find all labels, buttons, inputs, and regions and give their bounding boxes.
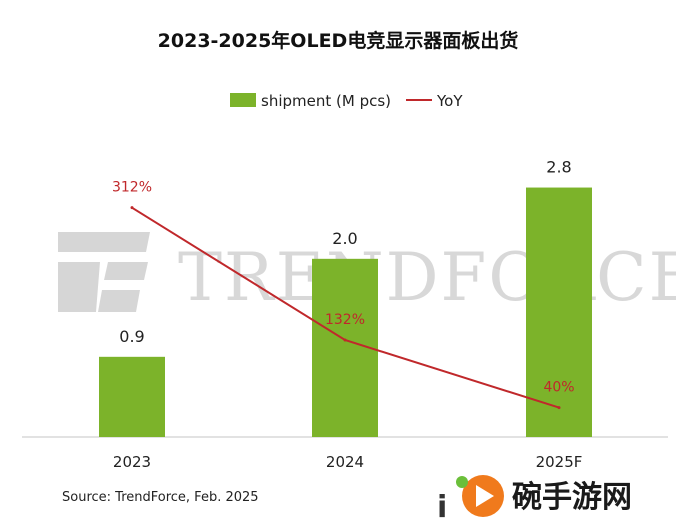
yoy-label-2025F: 40% [543, 380, 574, 396]
site-watermark: i 碗手游网 [437, 475, 632, 525]
x-tick-2025F: 2025F [536, 453, 583, 471]
trendforce-watermark-text: TRENDFORCE [178, 239, 676, 316]
source-note: Source: TrendForce, Feb. 2025 [62, 490, 259, 505]
chart-title: 2023-2025年OLED电竞显示器面板出货 [158, 29, 519, 52]
yoy-line-group [130, 206, 561, 410]
x-tick-2023: 2023 [113, 453, 151, 471]
legend-label-shipment: shipment (M pcs) [261, 92, 391, 110]
play-triangle-icon [476, 485, 494, 507]
yoy-point-2024 [343, 338, 347, 342]
leaf-icon [456, 476, 468, 488]
x-tick-labels: 2023 2024 2025F [113, 453, 583, 471]
bar-value-label-2025F: 2.8 [546, 158, 571, 177]
yoy-label-2024: 132% [325, 312, 365, 328]
bar-2025F [526, 187, 592, 437]
yoy-point-2025F [557, 406, 561, 410]
trendforce-logo-watermark [58, 232, 150, 312]
x-tick-2024: 2024 [326, 453, 364, 471]
yoy-label-2023: 312% [112, 180, 152, 196]
legend-swatch-shipment [230, 93, 256, 107]
yoy-point-2023 [130, 206, 134, 210]
legend: shipment (M pcs) YoY [230, 92, 463, 110]
bar-labels-group: 0.9 2.0 2.8 [119, 158, 571, 346]
bars-group [99, 187, 592, 437]
legend-label-yoy: YoY [436, 92, 463, 110]
site-glyph: i [437, 490, 447, 525]
yoy-labels-group: 312% 132% 40% [112, 180, 575, 396]
site-name: 碗手游网 [512, 480, 632, 515]
bar-value-label-2024: 2.0 [332, 229, 357, 248]
bar-2023 [99, 356, 165, 437]
bar-value-label-2023: 0.9 [119, 327, 144, 346]
